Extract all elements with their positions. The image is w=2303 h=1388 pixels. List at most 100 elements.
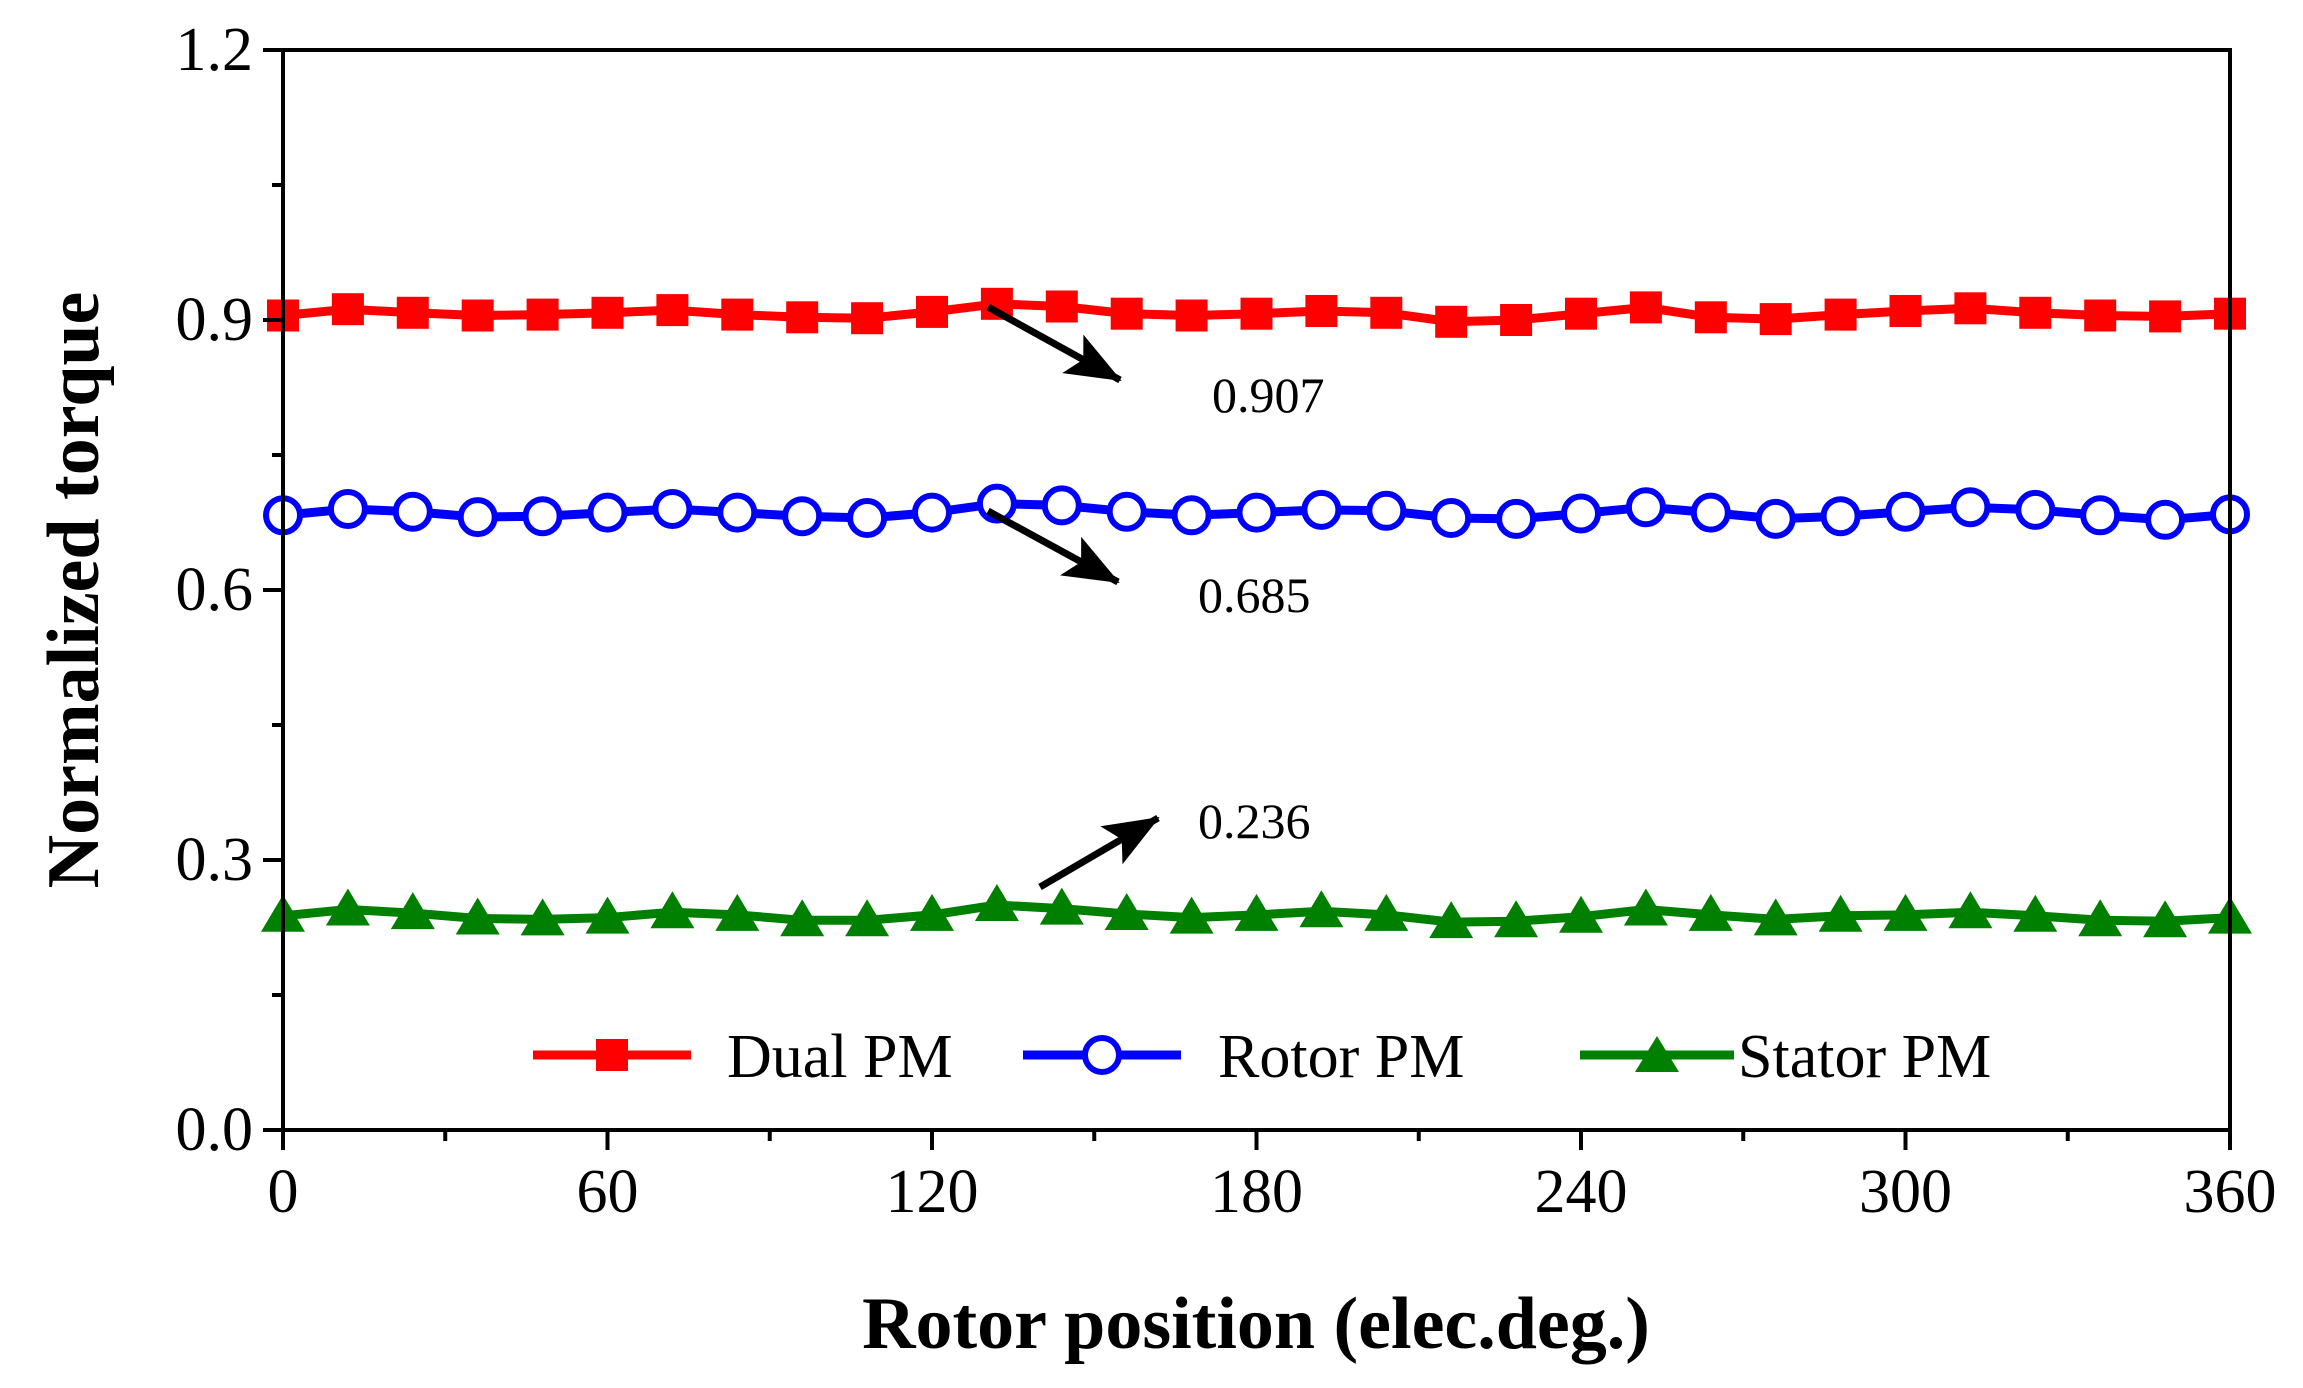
annotation-arrow-stator <box>1038 814 1160 891</box>
data-point-stator-pm <box>325 888 370 926</box>
series-stator-pm <box>261 884 2252 939</box>
data-point-dual-pm <box>851 302 884 335</box>
data-point-rotor-pm <box>1496 498 1537 539</box>
data-point-stator-pm <box>1299 890 1344 928</box>
data-point-dual-pm <box>1175 299 1208 332</box>
data-point-rotor-pm <box>1431 498 1472 538</box>
data-point-stator-pm <box>1039 887 1084 925</box>
series-layer <box>261 287 2252 939</box>
data-point-rotor-pm <box>1820 496 1861 537</box>
data-point-dual-pm <box>1045 290 1078 323</box>
data-point-rotor-pm <box>1171 495 1212 536</box>
data-point-dual-pm <box>591 296 624 329</box>
data-point-stator-pm <box>1623 888 1668 926</box>
data-point-rotor-pm <box>2080 495 2121 536</box>
legend-marker-rotor-pm <box>1082 1035 1122 1075</box>
data-point-stator-pm <box>650 891 695 929</box>
data-point-rotor-pm <box>392 491 433 532</box>
data-point-dual-pm <box>1954 292 1987 325</box>
y-tick-label-0.6: 0.6 <box>176 556 254 624</box>
x-tick-label-120: 120 <box>886 1158 979 1226</box>
data-point-rotor-pm <box>1690 492 1731 533</box>
data-point-stator-pm <box>1883 893 1928 931</box>
data-point-stator-pm <box>585 896 630 934</box>
data-point-rotor-pm <box>847 498 888 538</box>
data-point-stator-pm <box>2143 900 2188 938</box>
data-point-rotor-pm <box>1755 498 1796 539</box>
y-tick-label-0.0: 0.0 <box>176 1096 254 1164</box>
data-point-dual-pm <box>786 301 819 334</box>
data-point-dual-pm <box>396 296 429 329</box>
x-tick-label-360: 360 <box>2184 1158 2277 1226</box>
data-point-dual-pm <box>1370 296 1403 329</box>
data-point-rotor-pm <box>1041 485 1082 526</box>
data-point-rotor-pm <box>1301 489 1342 530</box>
data-point-dual-pm <box>1759 303 1792 336</box>
data-point-rotor-pm <box>1106 491 1147 532</box>
data-point-rotor-pm <box>522 496 563 537</box>
x-tick-label-300: 300 <box>1859 1158 1952 1226</box>
data-point-stator-pm <box>910 893 954 931</box>
legend-marker-stator-pm <box>1635 1036 1679 1072</box>
data-point-stator-pm <box>715 893 760 931</box>
data-point-rotor-pm <box>587 492 628 533</box>
data-point-dual-pm <box>721 298 754 331</box>
data-point-rotor-pm <box>1885 491 1926 532</box>
data-point-stator-pm <box>1234 893 1279 931</box>
data-point-stator-pm <box>1753 898 1798 936</box>
legend-label-rotor-pm: Rotor PM <box>1218 1023 1464 1091</box>
data-point-stator-pm <box>780 899 825 937</box>
data-point-rotor-pm <box>1236 492 1277 533</box>
data-point-stator-pm <box>845 899 890 937</box>
data-point-stator-pm <box>974 884 1019 921</box>
data-point-dual-pm <box>1889 295 1922 327</box>
data-point-stator-pm <box>2013 894 2058 932</box>
data-point-stator-pm <box>1559 895 1603 933</box>
data-point-dual-pm <box>1240 297 1273 330</box>
y-tick-label-0.3: 0.3 <box>176 826 254 894</box>
y-tick-label-0.9: 0.9 <box>176 286 254 354</box>
data-point-dual-pm <box>1110 297 1143 330</box>
legend-label-dual-pm: Dual PM <box>727 1023 953 1091</box>
data-point-rotor-pm <box>717 492 758 533</box>
data-point-rotor-pm <box>457 497 498 538</box>
data-point-stator-pm <box>1169 896 1214 934</box>
data-point-rotor-pm <box>2145 499 2186 540</box>
data-point-stator-pm <box>1688 893 1733 931</box>
data-point-dual-pm <box>526 298 559 331</box>
annotation-label-dual: 0.907 <box>1212 367 1325 423</box>
x-tick-label-240: 240 <box>1535 1158 1628 1226</box>
series-dual-pm <box>267 287 2246 338</box>
legend: Dual PM Rotor PM Stator PM <box>533 1023 1991 1091</box>
data-point-dual-pm <box>2149 300 2182 333</box>
data-point-rotor-pm <box>912 492 952 533</box>
data-point-dual-pm <box>656 294 689 327</box>
legend-marker-dual-pm <box>596 1039 628 1071</box>
data-point-stator-pm <box>1104 893 1149 930</box>
y-axis-title: Normalized torque <box>33 292 115 889</box>
annotation-arrow-dual <box>986 303 1122 384</box>
data-point-dual-pm <box>2084 299 2117 332</box>
annotation-label-stator: 0.236 <box>1198 793 1311 849</box>
data-point-dual-pm <box>2019 296 2052 329</box>
data-point-dual-pm <box>1565 297 1597 330</box>
data-point-dual-pm <box>916 295 948 328</box>
data-point-dual-pm <box>1824 298 1857 331</box>
data-point-stator-pm <box>1948 891 1993 929</box>
series-rotor-pm <box>263 483 2250 540</box>
y-axis: 0.0 0.3 0.6 0.9 1.2 <box>176 16 283 1164</box>
data-point-rotor-pm <box>1950 487 1991 528</box>
data-point-stator-pm <box>520 898 565 936</box>
legend-label-stator-pm: Stator PM <box>1738 1023 1991 1091</box>
annotation-arrow-rotor <box>986 507 1120 586</box>
annotation-label-rotor: 0.685 <box>1198 567 1311 623</box>
data-point-rotor-pm <box>1561 493 1601 534</box>
y-tick-label-1.2: 1.2 <box>176 16 254 84</box>
data-point-dual-pm <box>1435 305 1468 338</box>
data-point-dual-pm <box>331 293 364 326</box>
data-point-rotor-pm <box>1366 490 1407 531</box>
data-point-rotor-pm <box>652 489 693 529</box>
data-point-stator-pm <box>2078 899 2123 937</box>
data-point-rotor-pm <box>327 489 368 529</box>
